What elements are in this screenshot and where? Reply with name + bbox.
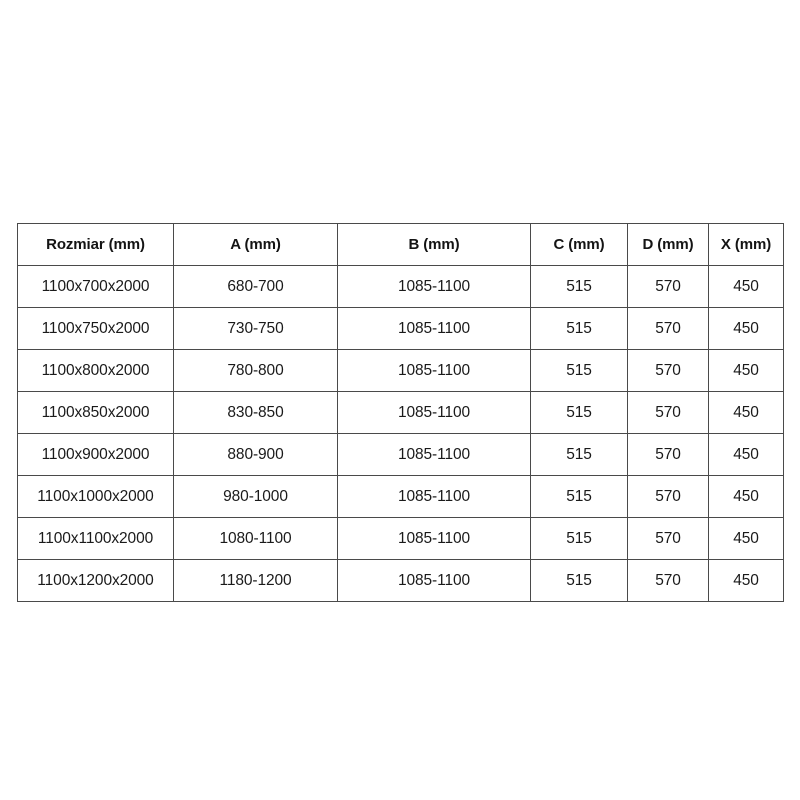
cell-d: 570 <box>627 265 709 308</box>
cell-c: 515 <box>530 349 628 392</box>
cell-size: 1100x850x2000 <box>17 391 174 434</box>
table-row: 1100x1000x2000 980-1000 1085-1100 515 57… <box>17 475 784 518</box>
cell-a: 830-850 <box>173 391 338 434</box>
cell-b: 1085-1100 <box>337 433 531 476</box>
table-row: 1100x850x2000 830-850 1085-1100 515 570 … <box>17 391 784 434</box>
cell-b: 1085-1100 <box>337 559 531 602</box>
table-row: 1100x750x2000 730-750 1085-1100 515 570 … <box>17 307 784 350</box>
column-header-c: C (mm) <box>530 223 628 266</box>
table-row: 1100x700x2000 680-700 1085-1100 515 570 … <box>17 265 784 308</box>
cell-a: 730-750 <box>173 307 338 350</box>
table-body: 1100x700x2000 680-700 1085-1100 515 570 … <box>17 265 784 602</box>
cell-size: 1100x750x2000 <box>17 307 174 350</box>
cell-c: 515 <box>530 265 628 308</box>
cell-b: 1085-1100 <box>337 349 531 392</box>
cell-x: 450 <box>708 349 784 392</box>
cell-c: 515 <box>530 475 628 518</box>
cell-a: 780-800 <box>173 349 338 392</box>
table-row: 1100x1100x2000 1080-1100 1085-1100 515 5… <box>17 517 784 560</box>
cell-a: 680-700 <box>173 265 338 308</box>
cell-size: 1100x700x2000 <box>17 265 174 308</box>
cell-d: 570 <box>627 349 709 392</box>
cell-a: 880-900 <box>173 433 338 476</box>
cell-b: 1085-1100 <box>337 265 531 308</box>
cell-d: 570 <box>627 307 709 350</box>
cell-size: 1100x1100x2000 <box>17 517 174 560</box>
cell-x: 450 <box>708 433 784 476</box>
cell-d: 570 <box>627 433 709 476</box>
cell-x: 450 <box>708 391 784 434</box>
cell-size: 1100x1200x2000 <box>17 559 174 602</box>
column-header-a: A (mm) <box>173 223 338 266</box>
cell-size: 1100x800x2000 <box>17 349 174 392</box>
column-header-rozmiar: Rozmiar (mm) <box>17 223 174 266</box>
cell-d: 570 <box>627 517 709 560</box>
cell-x: 450 <box>708 265 784 308</box>
column-header-b: B (mm) <box>337 223 531 266</box>
cell-d: 570 <box>627 559 709 602</box>
column-header-d: D (mm) <box>627 223 709 266</box>
cell-x: 450 <box>708 475 784 518</box>
dimensions-table-container: Rozmiar (mm) A (mm) B (mm) C (mm) D (mm)… <box>17 223 784 602</box>
cell-size: 1100x1000x2000 <box>17 475 174 518</box>
cell-b: 1085-1100 <box>337 517 531 560</box>
table-row: 1100x800x2000 780-800 1085-1100 515 570 … <box>17 349 784 392</box>
cell-a: 980-1000 <box>173 475 338 518</box>
table-header-row: Rozmiar (mm) A (mm) B (mm) C (mm) D (mm)… <box>17 223 784 266</box>
table-row: 1100x900x2000 880-900 1085-1100 515 570 … <box>17 433 784 476</box>
cell-x: 450 <box>708 307 784 350</box>
cell-a: 1080-1100 <box>173 517 338 560</box>
cell-b: 1085-1100 <box>337 307 531 350</box>
column-header-x: X (mm) <box>708 223 784 266</box>
cell-x: 450 <box>708 559 784 602</box>
cell-c: 515 <box>530 391 628 434</box>
cell-size: 1100x900x2000 <box>17 433 174 476</box>
cell-b: 1085-1100 <box>337 391 531 434</box>
shower-enclosure-dimensions-table: Rozmiar (mm) A (mm) B (mm) C (mm) D (mm)… <box>17 223 784 602</box>
cell-x: 450 <box>708 517 784 560</box>
cell-c: 515 <box>530 433 628 476</box>
table-row: 1100x1200x2000 1180-1200 1085-1100 515 5… <box>17 559 784 602</box>
cell-a: 1180-1200 <box>173 559 338 602</box>
cell-d: 570 <box>627 391 709 434</box>
table-header: Rozmiar (mm) A (mm) B (mm) C (mm) D (mm)… <box>17 223 784 266</box>
cell-b: 1085-1100 <box>337 475 531 518</box>
cell-c: 515 <box>530 559 628 602</box>
cell-c: 515 <box>530 517 628 560</box>
cell-c: 515 <box>530 307 628 350</box>
cell-d: 570 <box>627 475 709 518</box>
